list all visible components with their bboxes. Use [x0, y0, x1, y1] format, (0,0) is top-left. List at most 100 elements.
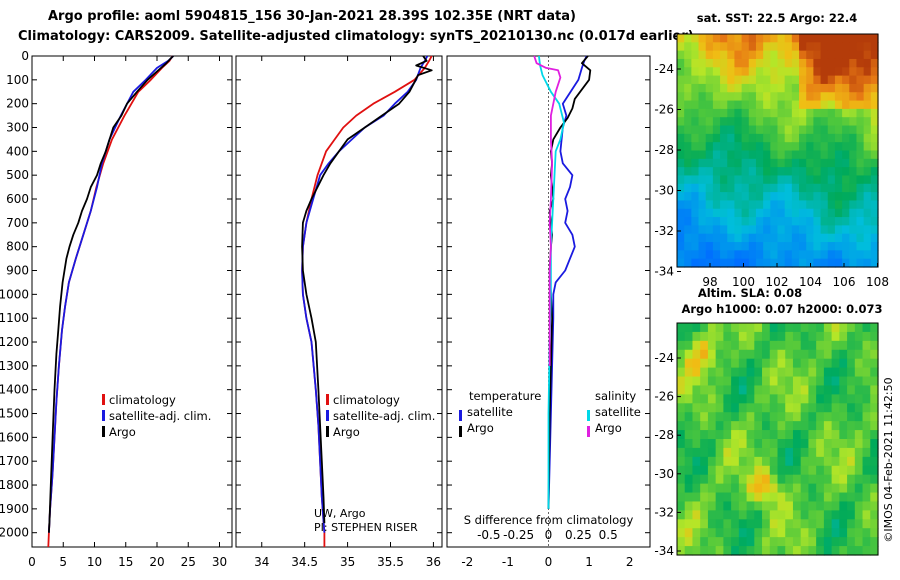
- sst-cell: [691, 200, 700, 210]
- sst-cell: [813, 242, 822, 251]
- sst-cell: [741, 117, 750, 127]
- sla-cell: [746, 376, 755, 387]
- sla-cell: [738, 474, 748, 485]
- sla-cell: [715, 349, 724, 360]
- sla-cell: [823, 483, 833, 494]
- sla-cell: [692, 492, 701, 503]
- sst-cell: [741, 217, 750, 226]
- sla-cell: [692, 501, 701, 511]
- sla-cell: [823, 358, 833, 369]
- sla-cell: [792, 323, 802, 333]
- sst-cell: [870, 142, 879, 152]
- sst-cell: [720, 108, 728, 118]
- x-tick-label: 0: [545, 528, 553, 542]
- sst-cell: [820, 67, 829, 77]
- sla-cell: [854, 483, 864, 494]
- sla-cell: [839, 385, 848, 395]
- sla-cell: [785, 492, 794, 503]
- y-tick-label: 200: [6, 97, 29, 111]
- sla-cell: [769, 528, 779, 538]
- sla-cell: [792, 430, 802, 440]
- sla-cell: [785, 323, 794, 333]
- sst-cell: [813, 233, 822, 243]
- sst-cell: [842, 217, 850, 226]
- sla-cell: [754, 421, 763, 431]
- sla-cell: [731, 501, 740, 511]
- sst-cell: [863, 34, 872, 43]
- sst-cell: [705, 75, 714, 85]
- sst-cell: [741, 250, 750, 260]
- sla-cell: [816, 349, 825, 360]
- sla-cell: [839, 510, 848, 520]
- sst-cell: [691, 34, 700, 43]
- sst-cell: [770, 217, 779, 226]
- sst-cell: [734, 233, 743, 243]
- x-tick-label: 30: [212, 555, 227, 569]
- sst-cell: [691, 158, 700, 168]
- sst-cell: [834, 250, 843, 260]
- sst-cell: [741, 67, 750, 77]
- sla-cell: [684, 430, 694, 440]
- sla-cell: [707, 465, 717, 476]
- sla-cell: [707, 430, 717, 440]
- sst-cell: [827, 58, 836, 68]
- sla-cell: [847, 385, 856, 395]
- sla-cell: [862, 323, 871, 333]
- sst-cell: [799, 34, 807, 43]
- sst-cell: [763, 58, 771, 68]
- sla-cell: [707, 546, 717, 556]
- sst-cell: [720, 100, 728, 110]
- sst-cell: [755, 142, 764, 152]
- sst-cell: [791, 183, 800, 193]
- sst-cell: [863, 192, 872, 202]
- sst-cell: [727, 75, 736, 85]
- sst-cell: [748, 208, 757, 218]
- sst-cell: [712, 142, 721, 152]
- sst-cell: [842, 100, 850, 110]
- sla-cell: [785, 358, 794, 369]
- sst-cell: [813, 175, 822, 185]
- y-tick-label: 900: [6, 264, 29, 278]
- sla-cell: [700, 385, 709, 395]
- sla-cell: [754, 465, 763, 476]
- sst-cell: [827, 133, 836, 143]
- sst-cell: [827, 100, 836, 110]
- sla-cell: [808, 394, 817, 404]
- sst-cell: [784, 167, 793, 177]
- y-tick-label: 600: [6, 192, 29, 206]
- sst-cell: [842, 183, 850, 193]
- sst-cell: [799, 142, 807, 152]
- sst-cell: [856, 150, 865, 160]
- sla-cell: [731, 367, 740, 378]
- sst-cell: [770, 83, 779, 93]
- sst-cell: [806, 217, 814, 226]
- sla-cell: [792, 331, 802, 342]
- sla-cell: [854, 528, 864, 538]
- sst-cell: [691, 50, 700, 60]
- sst-cell: [677, 75, 685, 85]
- sst-cell: [741, 34, 750, 43]
- sst-cell: [842, 83, 850, 93]
- sla-cell: [731, 323, 740, 333]
- sla-cell: [831, 412, 840, 422]
- sst-cell: [727, 258, 736, 268]
- sla-cell: [723, 421, 732, 431]
- sla-cell: [792, 376, 802, 387]
- sst-cell: [834, 108, 843, 118]
- sst-cell: [677, 225, 685, 235]
- sst-cell: [755, 50, 764, 60]
- sla-cell: [715, 447, 724, 458]
- sla-cell: [862, 412, 871, 422]
- sst-cell: [856, 133, 865, 143]
- sst-cell: [820, 125, 829, 135]
- sst-cell: [684, 217, 692, 226]
- sst-cell: [684, 192, 692, 202]
- sla-cell: [847, 519, 856, 529]
- sla-cell: [684, 349, 694, 360]
- sst-cell: [741, 150, 750, 160]
- sst-cell: [748, 67, 757, 77]
- y-tick-label: 700: [6, 216, 29, 230]
- sst-x-label: 102: [766, 275, 789, 289]
- sla-cell: [700, 430, 709, 440]
- sla-cell: [777, 412, 786, 422]
